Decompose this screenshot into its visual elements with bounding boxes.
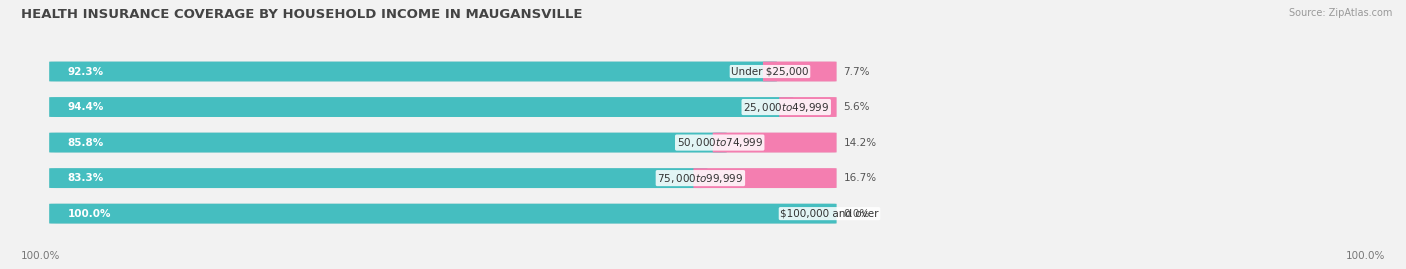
Text: 14.2%: 14.2% — [844, 137, 877, 148]
FancyBboxPatch shape — [49, 133, 727, 153]
Text: 94.4%: 94.4% — [67, 102, 104, 112]
Text: 100.0%: 100.0% — [21, 251, 60, 261]
FancyBboxPatch shape — [49, 204, 837, 224]
FancyBboxPatch shape — [49, 62, 837, 82]
Text: 85.8%: 85.8% — [67, 137, 104, 148]
Text: 0.0%: 0.0% — [844, 209, 870, 219]
FancyBboxPatch shape — [49, 62, 778, 82]
Text: 5.6%: 5.6% — [844, 102, 870, 112]
FancyBboxPatch shape — [693, 168, 837, 188]
FancyBboxPatch shape — [49, 97, 837, 117]
Text: HEALTH INSURANCE COVERAGE BY HOUSEHOLD INCOME IN MAUGANSVILLE: HEALTH INSURANCE COVERAGE BY HOUSEHOLD I… — [21, 8, 582, 21]
Text: 83.3%: 83.3% — [67, 173, 104, 183]
FancyBboxPatch shape — [713, 133, 837, 153]
Text: $100,000 and over: $100,000 and over — [780, 209, 879, 219]
FancyBboxPatch shape — [779, 97, 837, 117]
Text: 7.7%: 7.7% — [844, 66, 870, 76]
Text: Under $25,000: Under $25,000 — [731, 66, 808, 76]
Text: 92.3%: 92.3% — [67, 66, 104, 76]
Text: 100.0%: 100.0% — [1346, 251, 1385, 261]
FancyBboxPatch shape — [49, 133, 837, 153]
FancyBboxPatch shape — [763, 62, 837, 82]
Text: $75,000 to $99,999: $75,000 to $99,999 — [657, 172, 744, 185]
Text: $25,000 to $49,999: $25,000 to $49,999 — [744, 101, 830, 114]
FancyBboxPatch shape — [49, 97, 793, 117]
Text: 100.0%: 100.0% — [67, 209, 111, 219]
Text: $50,000 to $74,999: $50,000 to $74,999 — [676, 136, 763, 149]
Text: 16.7%: 16.7% — [844, 173, 877, 183]
FancyBboxPatch shape — [49, 168, 707, 188]
FancyBboxPatch shape — [49, 168, 837, 188]
Text: Source: ZipAtlas.com: Source: ZipAtlas.com — [1288, 8, 1392, 18]
FancyBboxPatch shape — [49, 204, 837, 224]
